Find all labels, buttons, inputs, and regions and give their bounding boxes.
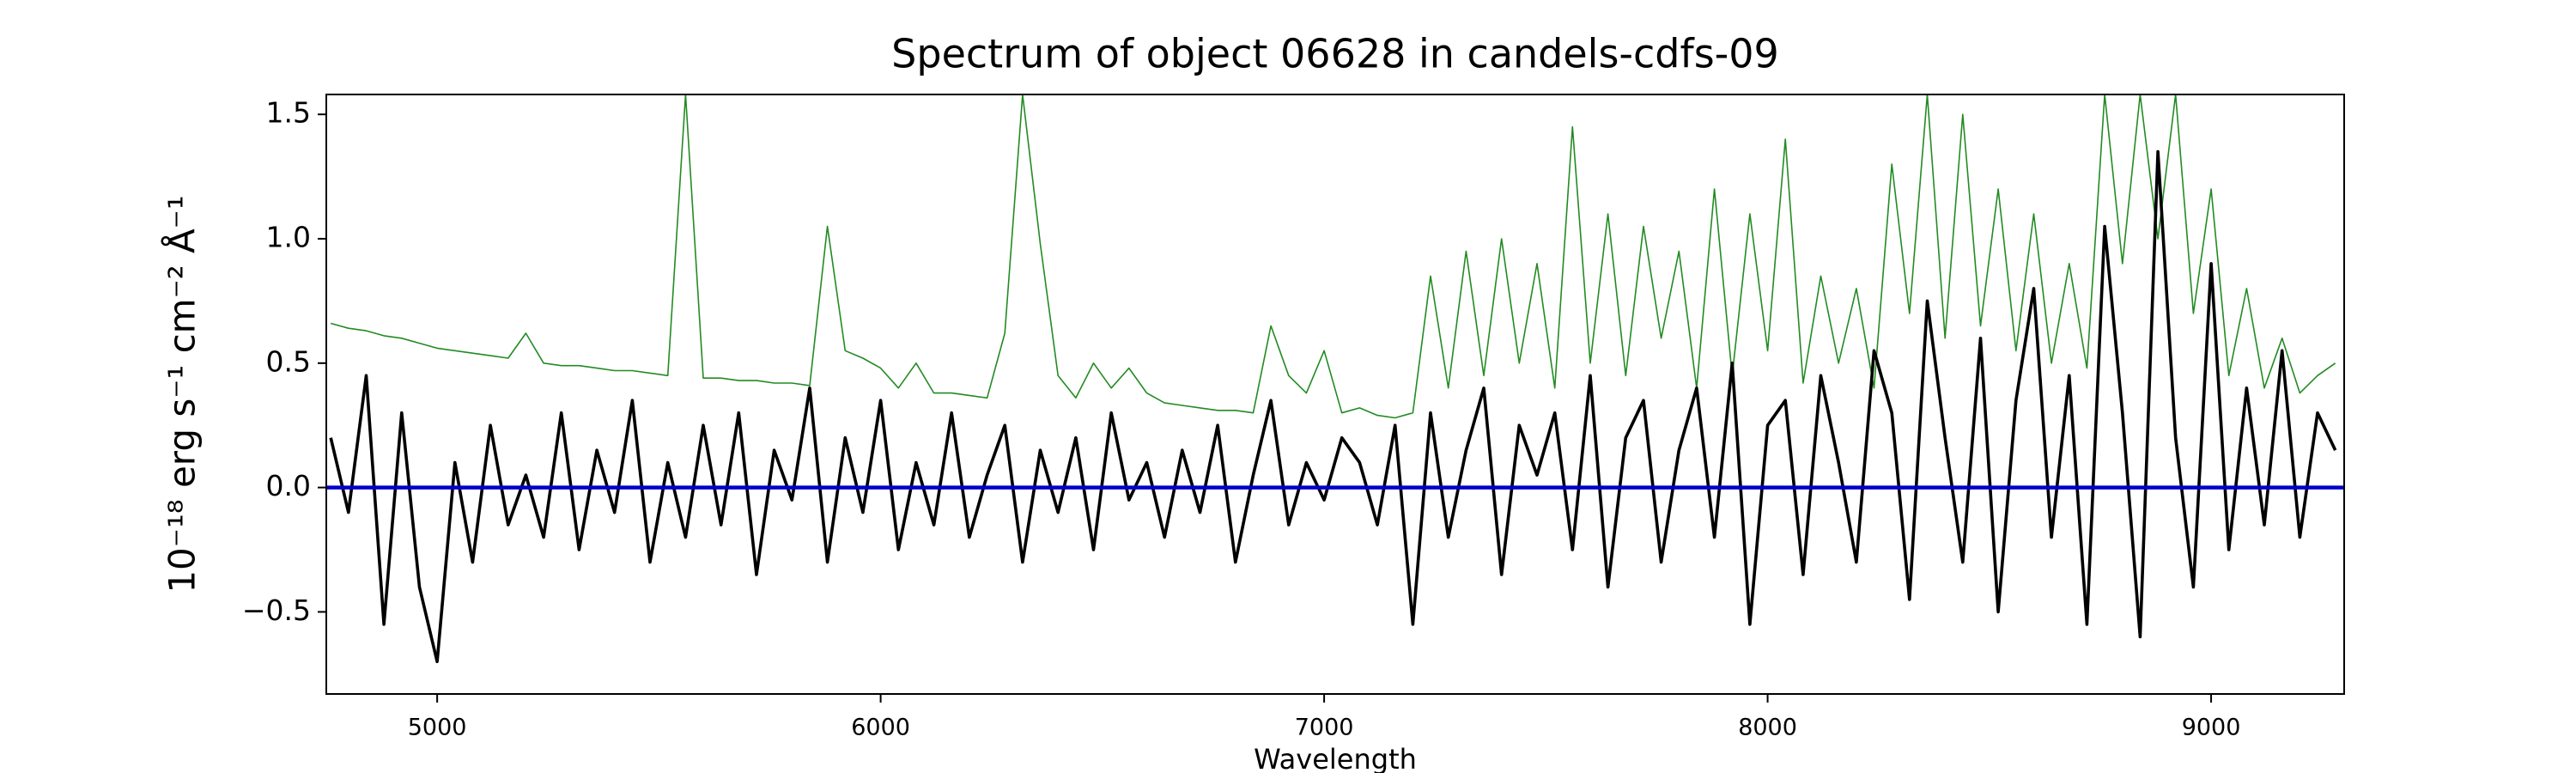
y-tick-label: 1.0 [266, 220, 311, 253]
x-tick-label: 5000 [408, 715, 467, 741]
y-axis-label: 10⁻¹⁸ erg s⁻¹ cm⁻² Å⁻¹ [161, 195, 204, 593]
chart-title: Spectrum of object 06628 in candels-cdfs… [891, 31, 1779, 77]
plot-frame [325, 94, 2345, 695]
x-tick-label: 9000 [2182, 715, 2241, 741]
y-tick-label: 0.0 [266, 469, 311, 502]
x-tick-label: 7000 [1295, 715, 1354, 741]
y-tick-label: 1.5 [266, 96, 311, 130]
spectrum-line [329, 149, 2337, 664]
y-tick-label: −0.5 [242, 593, 311, 627]
spectrum-line [330, 94, 2336, 419]
x-axis-label: Wavelength [1254, 743, 1417, 773]
x-tick-label: 8000 [1738, 715, 1797, 741]
x-tick-label: 6000 [851, 715, 910, 741]
y-tick-label: 0.5 [266, 344, 311, 378]
